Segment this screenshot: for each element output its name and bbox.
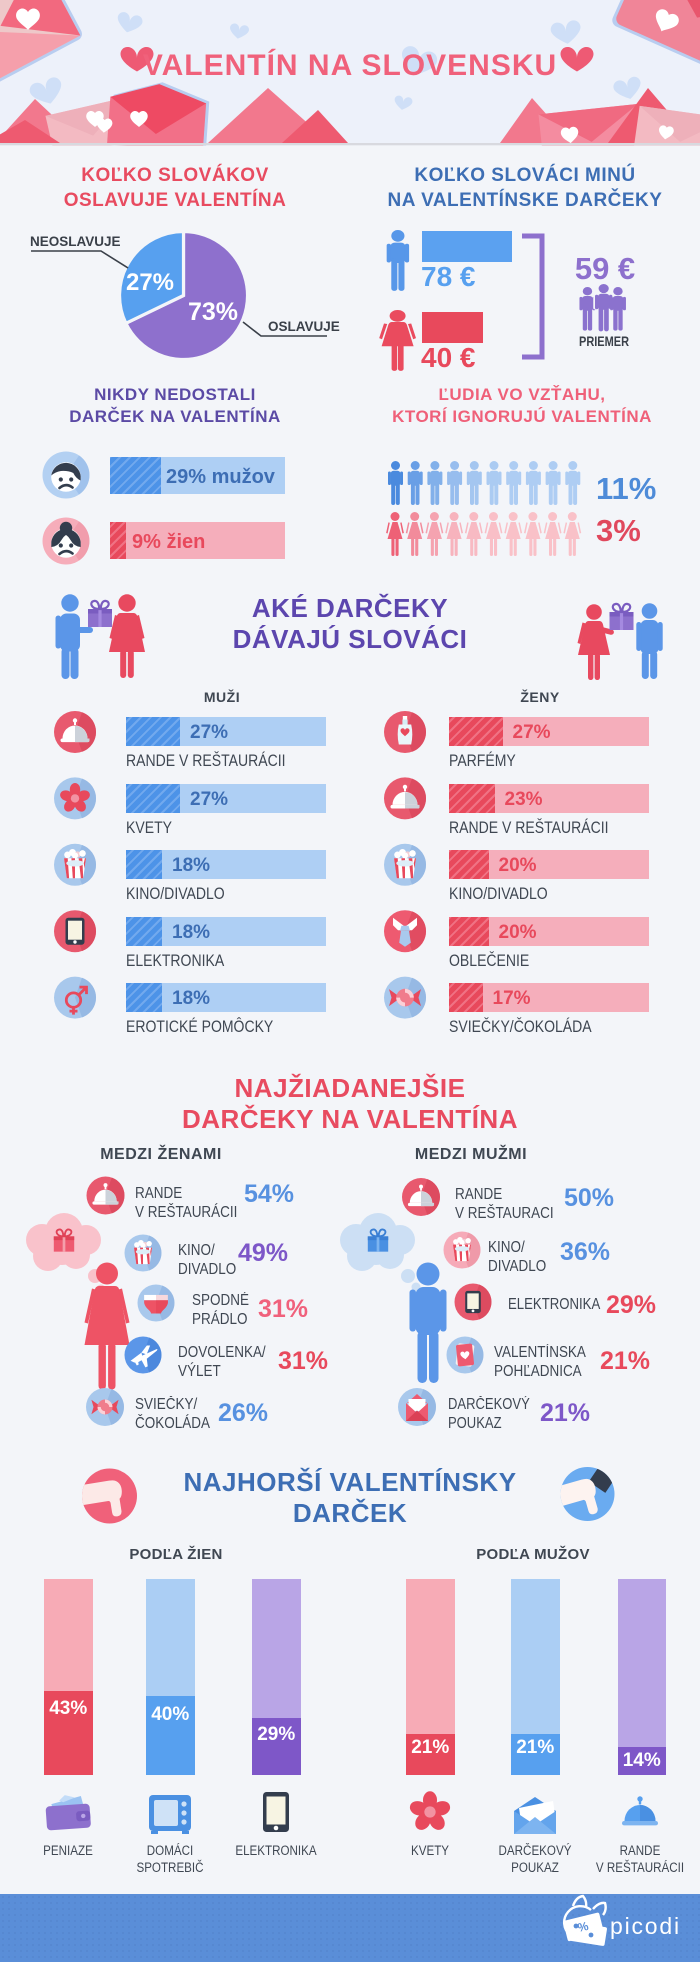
svg-text:59 €: 59 € [575,251,635,286]
svg-text:3%: 3% [596,513,641,548]
svg-text:11%: 11% [596,471,656,506]
svg-text:40 €: 40 € [421,342,476,373]
svg-text:%: % [576,1919,590,1935]
svg-text:NEOSLAVUJE: NEOSLAVUJE [30,234,121,249]
svg-text:78 €: 78 € [421,261,476,292]
svg-text:73%: 73% [188,298,238,326]
svg-text:OSLAVUJE: OSLAVUJE [268,319,340,334]
svg-text:PRIEMER: PRIEMER [579,333,629,349]
svg-text:27%: 27% [126,269,174,296]
svg-text:picodi: picodi [610,1913,681,1939]
